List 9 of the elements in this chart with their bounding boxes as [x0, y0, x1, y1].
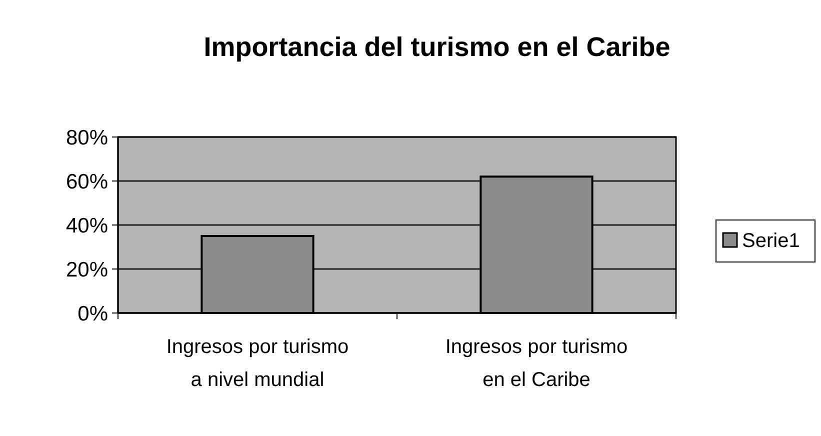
y-tick-label: 80% [66, 126, 108, 150]
y-tick-label: 0% [78, 302, 108, 326]
chart-title: Importancia del turismo en el Caribe [204, 32, 670, 62]
legend-label: Serie1 [742, 230, 800, 252]
y-tick-label: 20% [66, 258, 108, 282]
x-tick-label: Ingresos por turismo en el Caribe [445, 336, 628, 391]
y-tick-label: 60% [66, 170, 108, 194]
y-tick-label: 40% [66, 214, 108, 238]
x-tick-label: Ingresos por turismo a nivel mundial [166, 336, 349, 391]
